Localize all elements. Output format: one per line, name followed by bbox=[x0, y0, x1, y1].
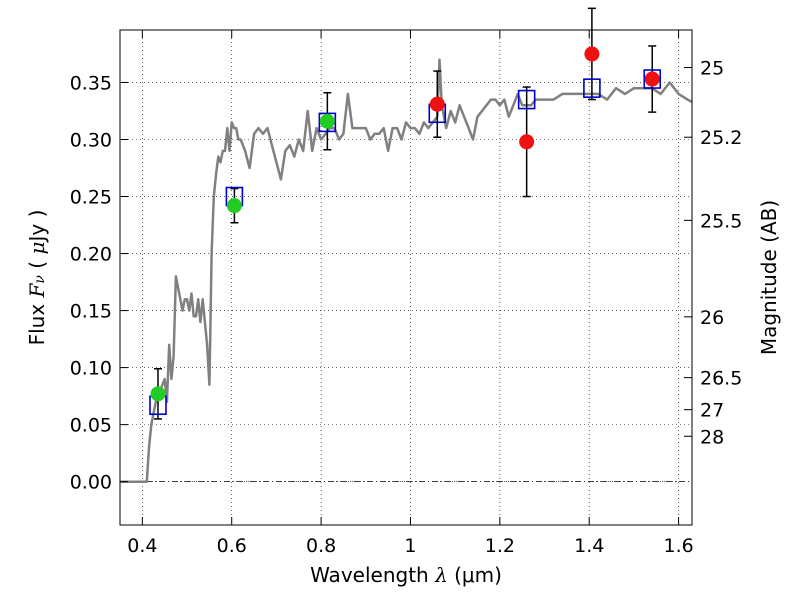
observed-nir-point bbox=[429, 96, 445, 112]
y-tick-label: 0.00 bbox=[70, 472, 112, 494]
y-axis-label-close: Jy ) bbox=[25, 210, 49, 244]
plot-frame bbox=[119, 29, 693, 526]
y-tick-label: 0.35 bbox=[70, 72, 112, 94]
x-axis-label-unit: (μm) bbox=[448, 563, 502, 587]
x-axis-label-lambda: λ bbox=[434, 563, 448, 587]
y-tick-label: 0.30 bbox=[70, 129, 112, 151]
x-tick-label: 1.2 bbox=[485, 535, 515, 557]
model-photometry-square bbox=[643, 69, 662, 89]
x-tick-label: 0.6 bbox=[217, 535, 247, 557]
y-axis-right-label: Magnitude (AB) bbox=[757, 200, 781, 355]
observed-nir-point bbox=[519, 134, 535, 150]
y-tick-label: 0.10 bbox=[70, 358, 112, 380]
observed-photometry-markers bbox=[150, 46, 660, 402]
axis-ticks: 0.4 0.6 0.8 1 1.2 1.4 1.6 0.00 0.05 0.10 0.15 0.20 0… bbox=[70, 30, 742, 557]
mag-tick-label: 25.5 bbox=[700, 210, 742, 232]
y-axis-label-nu: ν bbox=[32, 275, 48, 284]
y-tick-label: 0.15 bbox=[70, 301, 112, 323]
mag-tick-label: 26 bbox=[700, 307, 724, 329]
model-photometry-square bbox=[517, 89, 536, 110]
y-tick-label: 0.20 bbox=[70, 244, 112, 266]
observed-nir-point bbox=[584, 46, 600, 62]
observed-optical-point bbox=[150, 386, 166, 402]
model-photometry-square bbox=[583, 78, 601, 98]
x-tick-label: 1.6 bbox=[663, 535, 693, 557]
model-photometry-square bbox=[318, 112, 337, 133]
x-axis-label: Wavelength λ (μm) bbox=[310, 563, 502, 587]
y-tick-label: 0.05 bbox=[70, 415, 112, 437]
model-spectrum-line bbox=[120, 58, 693, 483]
x-tick-label: 0.4 bbox=[127, 535, 157, 557]
x-tick-label: 0.8 bbox=[306, 535, 336, 557]
y-axis-left-label: Flux Fν ( μJy ) bbox=[25, 210, 49, 346]
model-photometry-markers bbox=[149, 69, 662, 416]
y-axis-label-open: ( bbox=[25, 255, 49, 276]
mag-tick-label: 25.2 bbox=[700, 127, 742, 149]
y-tick-label: 0.25 bbox=[70, 187, 112, 209]
grid-lines bbox=[120, 30, 692, 525]
observed-optical-point bbox=[319, 113, 335, 129]
y-axis-label-mu: μ bbox=[25, 242, 49, 255]
x-tick-label: 1.4 bbox=[574, 535, 604, 557]
observed-optical-point bbox=[226, 198, 242, 214]
mag-tick-label: 25 bbox=[700, 58, 724, 80]
y-axis-label-flux: Flux bbox=[25, 297, 49, 345]
x-tick-label: 1 bbox=[404, 535, 416, 557]
mag-tick-label: 28 bbox=[700, 426, 724, 448]
x-axis-label-prefix: Wavelength bbox=[310, 563, 435, 587]
observed-nir-point bbox=[644, 71, 660, 87]
y-axis-label-F: F bbox=[25, 282, 49, 298]
mag-tick-label: 26.5 bbox=[700, 368, 742, 390]
mag-tick-label: 27 bbox=[700, 400, 724, 422]
